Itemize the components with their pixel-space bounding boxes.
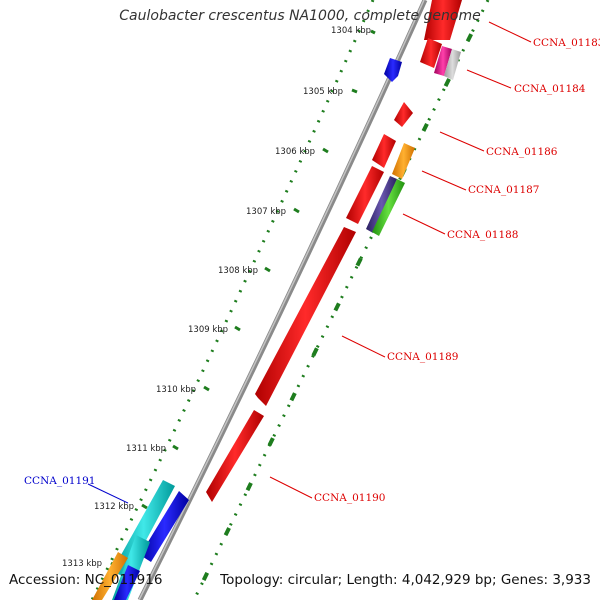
gene-ccna-01189[interactable] <box>255 227 356 406</box>
gene-ccna-01184[interactable] <box>434 46 452 76</box>
gene-ccna-01188[interactable] <box>372 179 405 236</box>
gc-dots-inner-arc <box>192 0 490 600</box>
gene-label-ccna-01186[interactable]: CCNA_01186 <box>486 146 558 158</box>
gene-label-ccna-01188[interactable]: CCNA_01188 <box>447 229 519 241</box>
kbp-label: 1306 kbp <box>275 147 315 157</box>
gene-label-ccna-01189[interactable]: CCNA_01189 <box>387 351 459 363</box>
gene-ccna-01190[interactable] <box>206 410 264 502</box>
kbp-label: 1307 kbp <box>246 207 286 217</box>
gene-ccna-01191-d[interactable] <box>92 552 128 600</box>
forward-strand-genes <box>92 0 462 600</box>
kbp-label: 1304 kbp <box>331 26 371 36</box>
genome-title: Caulobacter crescentus NA1000, complete … <box>119 8 481 24</box>
gene-ccna-01191[interactable] <box>112 480 175 578</box>
label-leaders <box>87 21 532 504</box>
gene-label-ccna-01184[interactable]: CCNA_01184 <box>514 83 586 95</box>
gene-ccna-01188-a[interactable] <box>366 176 397 233</box>
gene-ccna-01183-b[interactable] <box>420 38 442 68</box>
gene-ccna-01187[interactable] <box>392 143 415 179</box>
gene-ccna-01184-b[interactable] <box>444 49 461 80</box>
gene-label-ccna-01187[interactable]: CCNA_01187 <box>468 184 540 196</box>
gene-label-ccna-01190[interactable]: CCNA_01190 <box>314 492 386 504</box>
gene-blue-1304[interactable] <box>384 58 402 82</box>
gene-ccna-01191-b[interactable] <box>140 491 189 562</box>
reverse-strand-genes <box>206 58 413 502</box>
kbp-label: 1312 kbp <box>94 502 134 512</box>
kbp-label: 1310 kbp <box>156 385 196 395</box>
kbp-label: 1309 kbp <box>188 325 228 335</box>
kbp-label: 1313 kbp <box>62 559 102 569</box>
gene-ccna-01183[interactable] <box>424 0 462 40</box>
kbp-label: 1305 kbp <box>303 87 343 97</box>
genome-summary: Topology: circular; Length: 4,042,929 bp… <box>220 572 591 588</box>
genome-backbone <box>137 0 428 600</box>
kbp-label: 1308 kbp <box>218 266 258 276</box>
gene-ccna-01186[interactable] <box>394 102 413 127</box>
gene-label-ccna-01183[interactable]: CCNA_01183 <box>533 37 600 49</box>
kbp-label: 1311 kbp <box>126 444 166 454</box>
gc-skew-marks <box>192 0 490 600</box>
accession-text: Accession: NC_011916 <box>9 572 163 588</box>
gene-ccna-01191-e[interactable] <box>114 565 140 600</box>
kbp-tick-marks <box>110 29 376 568</box>
genome-backbone-highlight <box>138 0 425 600</box>
gene-ccna-01187-r[interactable] <box>346 166 384 224</box>
gene-label-ccna-01191[interactable]: CCNA_01191 <box>24 475 96 487</box>
gene-ccna-01186-b[interactable] <box>372 134 396 168</box>
